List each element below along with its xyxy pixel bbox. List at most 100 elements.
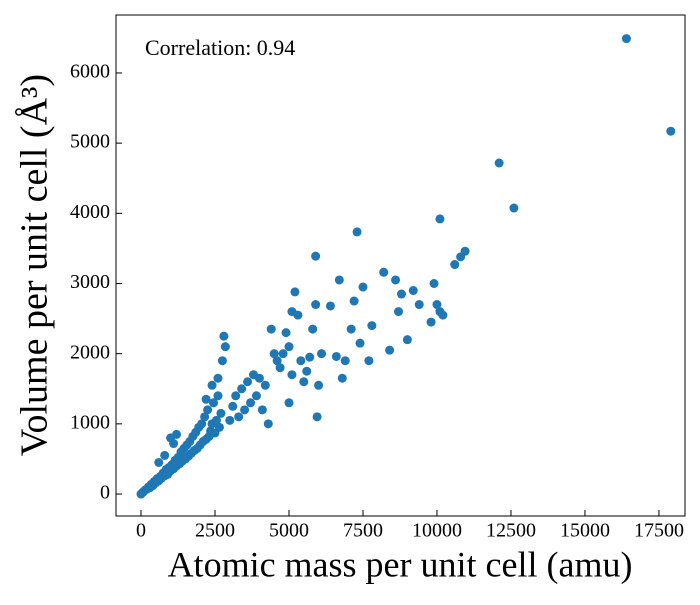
point	[154, 457, 164, 467]
point	[450, 260, 460, 270]
point	[311, 300, 321, 310]
point	[435, 214, 445, 224]
x-tick-label: 5000	[269, 520, 309, 542]
point	[379, 267, 389, 277]
point	[346, 324, 356, 334]
point	[394, 307, 404, 317]
point	[281, 328, 291, 338]
y-tick-label: 2000	[70, 341, 110, 363]
point	[246, 398, 256, 408]
point	[278, 349, 288, 359]
point	[432, 300, 442, 310]
y-tick-label: 3000	[70, 271, 110, 293]
y-tick-label: 1000	[70, 411, 110, 433]
point	[269, 349, 279, 359]
point	[391, 275, 401, 285]
point	[200, 412, 210, 422]
y-tick-label: 6000	[70, 61, 110, 83]
point	[358, 282, 368, 292]
point	[160, 450, 170, 460]
point	[257, 405, 267, 415]
point	[225, 415, 235, 425]
point	[243, 377, 253, 387]
point	[275, 363, 285, 373]
point	[302, 366, 312, 376]
point	[220, 342, 230, 352]
point	[293, 310, 303, 320]
y-axis-label: Volume per unit cell (Å³)	[14, 74, 56, 456]
point	[254, 373, 264, 383]
point	[509, 203, 519, 213]
point	[367, 321, 377, 331]
point	[272, 356, 282, 366]
point	[334, 275, 344, 285]
point	[213, 391, 223, 401]
point	[414, 300, 424, 310]
y-tick-label: 0	[100, 482, 110, 504]
point	[284, 342, 294, 352]
point	[308, 324, 318, 334]
point	[211, 415, 221, 425]
point	[207, 380, 217, 390]
x-tick-label: 0	[136, 520, 146, 542]
point	[216, 408, 226, 418]
point	[402, 335, 412, 345]
point	[290, 287, 300, 297]
point	[314, 380, 324, 390]
point	[396, 289, 406, 299]
point	[219, 331, 229, 341]
point	[240, 405, 250, 415]
point	[621, 34, 631, 44]
plot-frame	[115, 14, 686, 517]
point	[299, 377, 309, 387]
point	[266, 324, 276, 334]
point	[311, 251, 321, 261]
point	[426, 317, 436, 327]
point	[355, 338, 365, 348]
point	[349, 296, 359, 306]
point	[385, 345, 395, 355]
point	[408, 286, 418, 296]
point	[237, 384, 247, 394]
point	[263, 419, 273, 429]
point	[203, 405, 213, 415]
x-tick-label: 12500	[486, 520, 536, 542]
point	[364, 356, 374, 366]
point	[317, 349, 327, 359]
y-tick-label: 5000	[70, 131, 110, 153]
point	[251, 391, 261, 401]
point	[287, 370, 297, 380]
point	[197, 419, 207, 429]
point	[305, 352, 315, 362]
point	[284, 398, 294, 408]
point	[429, 279, 439, 289]
point	[438, 310, 448, 320]
x-axis-label: Atomic mass per unit cell (amu)	[168, 544, 633, 584]
point	[169, 439, 179, 449]
point	[494, 158, 504, 168]
x-tick-label: 2500	[195, 520, 235, 542]
point	[296, 356, 306, 366]
point	[214, 422, 224, 432]
annotation: Correlation: 0.94	[145, 35, 295, 60]
point	[234, 412, 244, 422]
point	[209, 398, 219, 408]
point	[312, 412, 322, 422]
point	[201, 394, 211, 404]
x-tick-label: 15000	[560, 520, 610, 542]
y-tick-label: 4000	[70, 201, 110, 223]
point	[213, 373, 223, 383]
point	[337, 373, 347, 383]
point	[666, 126, 676, 136]
point	[325, 301, 335, 311]
x-tick-label: 7500	[343, 520, 383, 542]
point	[217, 356, 227, 366]
x-tick-label: 10000	[412, 520, 462, 542]
x-tick-label: 17500	[634, 520, 684, 542]
point	[231, 391, 241, 401]
point	[260, 380, 270, 390]
point	[340, 356, 350, 366]
point	[352, 227, 362, 237]
point	[460, 246, 470, 256]
